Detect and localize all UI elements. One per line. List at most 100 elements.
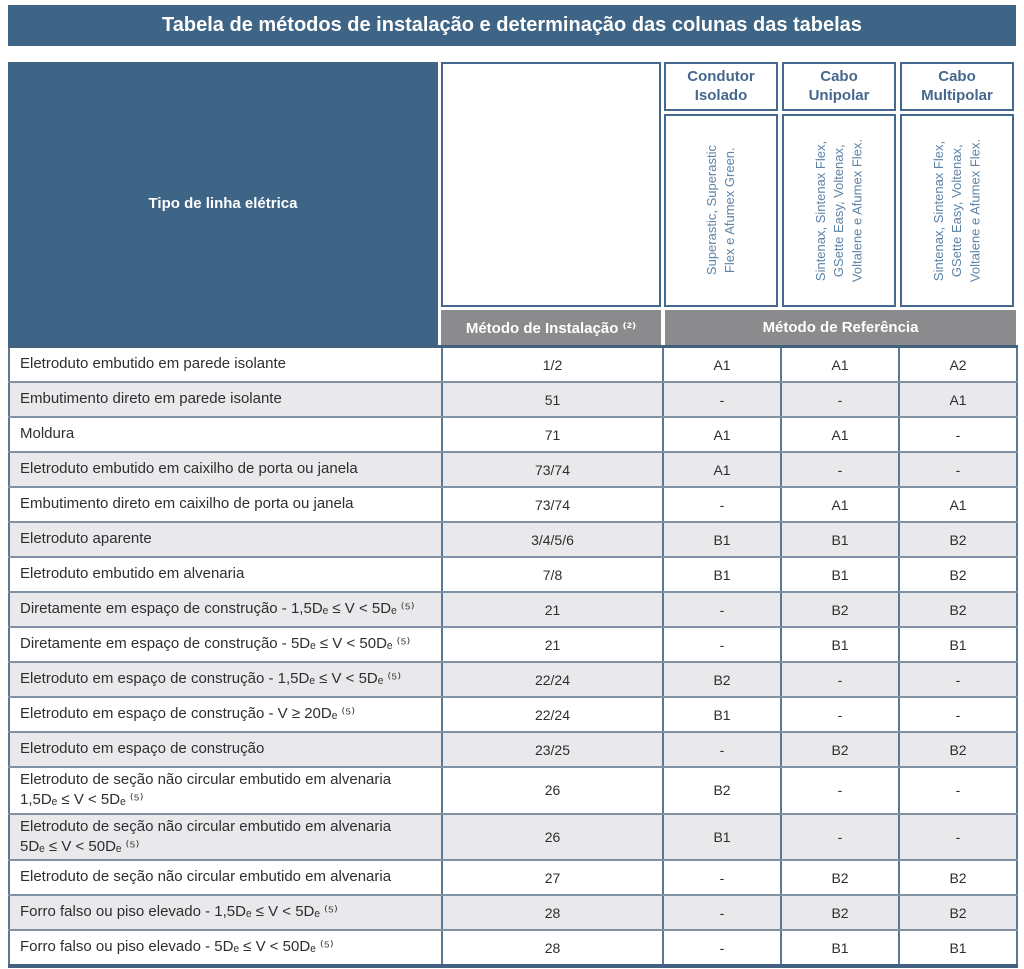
row-label-cell: Eletroduto de seção não circular embutid…: [8, 766, 443, 815]
method-cell: 27: [441, 859, 664, 896]
cabo-unipolar-cell: A1: [780, 416, 900, 453]
condutor-isolado-cell: B2: [662, 766, 782, 815]
empty-header-cell: [441, 62, 661, 307]
row-label-cell: Forro falso ou piso elevado - 5Dₑ ≤ V < …: [8, 929, 443, 967]
cabo-unipolar-cell: B2: [780, 591, 900, 628]
condutor-isolado-cell: B1: [662, 696, 782, 733]
method-cell: 1/2: [441, 345, 664, 383]
row-label-cell: Diretamente em espaço de construção - 1,…: [8, 591, 443, 628]
cabo-multipolar-cell: A1: [898, 381, 1018, 418]
condutor-isolado-cell: -: [662, 929, 782, 967]
table-row: Embutimento direto em parede isolante 51-…: [8, 381, 1018, 418]
row-label-cell: Diretamente em espaço de construção - 5D…: [8, 626, 443, 663]
cabo-multipolar-cell: -: [898, 696, 1018, 733]
cabo-multipolar-cell: B2: [898, 859, 1018, 896]
condutor-isolado-cell: B1: [662, 521, 782, 558]
products-text-cabo-multipolar: Sintenax, Sintenax Flex, GSette Easy, Vo…: [930, 138, 983, 283]
condutor-isolado-cell: B1: [662, 812, 782, 861]
cabo-multipolar-cell: -: [898, 451, 1018, 488]
method-cell: 3/4/5/6: [441, 521, 664, 558]
condutor-isolado-cell: -: [662, 591, 782, 628]
cabo-unipolar-cell: -: [780, 812, 900, 861]
condutor-isolado-cell: -: [662, 486, 782, 523]
table-row: Eletroduto de seção não circular embutid…: [8, 766, 1018, 815]
row-label-cell: Embutimento direto em parede isolante: [8, 381, 443, 418]
row-label-cell: Eletroduto de seção não circular embutid…: [8, 812, 443, 861]
cabo-unipolar-cell: B1: [780, 556, 900, 593]
cabo-multipolar-cell: B1: [898, 626, 1018, 663]
cabo-multipolar-cell: B2: [898, 894, 1018, 931]
row-label-cell: Eletroduto em espaço de construção: [8, 731, 443, 768]
table-row: Eletroduto embutido em caixilho de porta…: [8, 451, 1018, 488]
condutor-isolado-cell: -: [662, 381, 782, 418]
table-row: Eletroduto em espaço de construção 23/25-…: [8, 731, 1018, 768]
condutor-isolado-cell: B2: [662, 661, 782, 698]
table-header: Tipo de linha elétrica Condutor Isolado …: [8, 62, 1016, 345]
products-text-cabo-unipolar: Sintenax, Sintenax Flex, GSette Easy, Vo…: [812, 138, 865, 283]
cabo-unipolar-cell: -: [780, 766, 900, 815]
metodo-referencia-header: Método de Referência: [665, 310, 1016, 345]
cabo-multipolar-cell: -: [898, 416, 1018, 453]
row-label-cell: Eletroduto aparente: [8, 521, 443, 558]
row-label-cell: Eletroduto embutido em alvenaria: [8, 556, 443, 593]
table-row: Diretamente em espaço de construção - 1,…: [8, 591, 1018, 628]
method-cell: 21: [441, 626, 664, 663]
row-label-cell: Embutimento direto em caixilho de porta …: [8, 486, 443, 523]
cabo-unipolar-cell: B2: [780, 894, 900, 931]
cabo-unipolar-cell: -: [780, 696, 900, 733]
products-text-condutor-isolado: Superastic, Superastic Flex e Afumex Gre…: [703, 145, 737, 276]
cabo-multipolar-cell: B1: [898, 929, 1018, 967]
cabo-unipolar-cell: B1: [780, 521, 900, 558]
group-header-condutor-isolado: Condutor Isolado: [664, 62, 778, 111]
group-header-cabo-unipolar: Cabo Unipolar: [782, 62, 896, 111]
row-label-cell: Forro falso ou piso elevado - 1,5Dₑ ≤ V …: [8, 894, 443, 931]
condutor-isolado-cell: -: [662, 626, 782, 663]
condutor-isolado-cell: A1: [662, 345, 782, 383]
cabo-unipolar-cell: -: [780, 451, 900, 488]
cabo-multipolar-cell: A1: [898, 486, 1018, 523]
method-cell: 73/74: [441, 486, 664, 523]
condutor-isolado-cell: A1: [662, 451, 782, 488]
cabo-multipolar-cell: B2: [898, 521, 1018, 558]
table-row: Eletroduto de seção não circular embutid…: [8, 812, 1018, 861]
method-cell: 51: [441, 381, 664, 418]
condutor-isolado-cell: -: [662, 859, 782, 896]
cabo-multipolar-cell: -: [898, 812, 1018, 861]
cabo-multipolar-cell: B2: [898, 591, 1018, 628]
group-header-cabo-multipolar: Cabo Multipolar: [900, 62, 1014, 111]
table-row: Eletroduto embutido em parede isolante 1/…: [8, 345, 1018, 383]
cabo-unipolar-cell: -: [780, 381, 900, 418]
method-cell: 71: [441, 416, 664, 453]
table-row: Embutimento direto em caixilho de porta …: [8, 486, 1018, 523]
table-row: Eletroduto aparente 3/4/5/6 B1 B1 B2: [8, 521, 1018, 558]
table-row: Eletroduto em espaço de construção - 1,5…: [8, 661, 1018, 698]
tipo-de-linha-header-cell: Tipo de linha elétrica: [8, 62, 438, 345]
method-cell: 7/8: [441, 556, 664, 593]
table-row: Forro falso ou piso elevado - 1,5Dₑ ≤ V …: [8, 894, 1018, 931]
method-cell: 21: [441, 591, 664, 628]
cabo-unipolar-cell: -: [780, 661, 900, 698]
row-label-cell: Eletroduto de seção não circular embutid…: [8, 859, 443, 896]
cabo-multipolar-cell: -: [898, 766, 1018, 815]
condutor-isolado-cell: -: [662, 731, 782, 768]
row-label-cell: Moldura: [8, 416, 443, 453]
table-row: Eletroduto embutido em alvenaria 7/8 B1 B1 B…: [8, 556, 1018, 593]
method-cell: 22/24: [441, 661, 664, 698]
cabo-unipolar-cell: B1: [780, 929, 900, 967]
method-cell: 73/74: [441, 451, 664, 488]
table-row: Forro falso ou piso elevado - 5Dₑ ≤ V < …: [8, 929, 1018, 967]
method-cell: 26: [441, 766, 664, 815]
method-cell: 26: [441, 812, 664, 861]
cabo-multipolar-cell: A2: [898, 345, 1018, 383]
cabo-unipolar-cell: B2: [780, 859, 900, 896]
cabo-multipolar-cell: -: [898, 661, 1018, 698]
table-row: Moldura 71 A1 A1-: [8, 416, 1018, 453]
table-row: Diretamente em espaço de construção - 5D…: [8, 626, 1018, 663]
page-title: Tabela de métodos de instalação e determ…: [8, 5, 1016, 46]
cabo-multipolar-cell: B2: [898, 731, 1018, 768]
cabo-unipolar-cell: B2: [780, 731, 900, 768]
table-row: Eletroduto em espaço de construção - V ≥…: [8, 696, 1018, 733]
row-label-cell: Eletroduto embutido em caixilho de porta…: [8, 451, 443, 488]
table-row: Eletroduto de seção não circular embutid…: [8, 859, 1018, 896]
